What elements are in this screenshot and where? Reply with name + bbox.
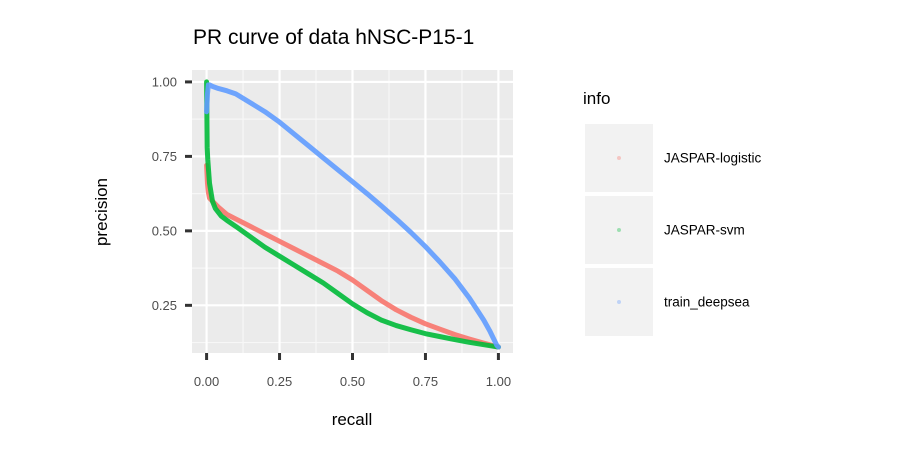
legend: info JASPAR-logistic JASPAR-svm train_deep… bbox=[583, 89, 762, 336]
legend-key-train-deepsea bbox=[585, 268, 653, 336]
x-axis-ticks: 0.00 0.25 0.50 0.75 1.00 bbox=[194, 353, 511, 389]
x-tick-label: 0.75 bbox=[413, 374, 438, 389]
chart-title: PR curve of data hNSC-P15-1 bbox=[193, 26, 474, 49]
y-tick-label: 0.75 bbox=[152, 149, 177, 164]
legend-key-jaspar-svm bbox=[585, 196, 653, 264]
series-layer bbox=[204, 79, 501, 350]
y-axis-ticks: 0.25 0.50 0.75 1.00 bbox=[152, 74, 192, 313]
x-tick-label: 1.00 bbox=[486, 374, 511, 389]
y-tick-label: 0.50 bbox=[152, 223, 177, 238]
legend-label-jaspar-svm: JASPAR-svm bbox=[664, 223, 745, 238]
legend-label-jaspar-logistic: JASPAR-logistic bbox=[664, 151, 762, 166]
legend-swatch-jaspar-svm bbox=[617, 228, 621, 232]
x-tick-label: 0.50 bbox=[340, 374, 365, 389]
legend-swatch-jaspar-logistic bbox=[617, 156, 621, 160]
legend-key-jaspar-logistic bbox=[585, 124, 653, 192]
legend-items: JASPAR-logistic JASPAR-svm train_deepsea bbox=[585, 124, 762, 336]
series-line-jaspar-svm bbox=[204, 79, 501, 350]
x-tick-label: 0.25 bbox=[267, 374, 292, 389]
legend-title: info bbox=[583, 89, 610, 108]
legend-label-train-deepsea: train_deepsea bbox=[664, 295, 750, 310]
x-axis-title: recall bbox=[332, 410, 373, 429]
y-axis-title: precision bbox=[92, 178, 111, 246]
legend-swatch-train-deepsea bbox=[617, 300, 621, 304]
y-tick-label: 1.00 bbox=[152, 74, 177, 89]
x-tick-label: 0.00 bbox=[194, 374, 219, 389]
series-line-train-deepsea bbox=[204, 82, 501, 350]
y-tick-label: 0.25 bbox=[152, 298, 177, 313]
